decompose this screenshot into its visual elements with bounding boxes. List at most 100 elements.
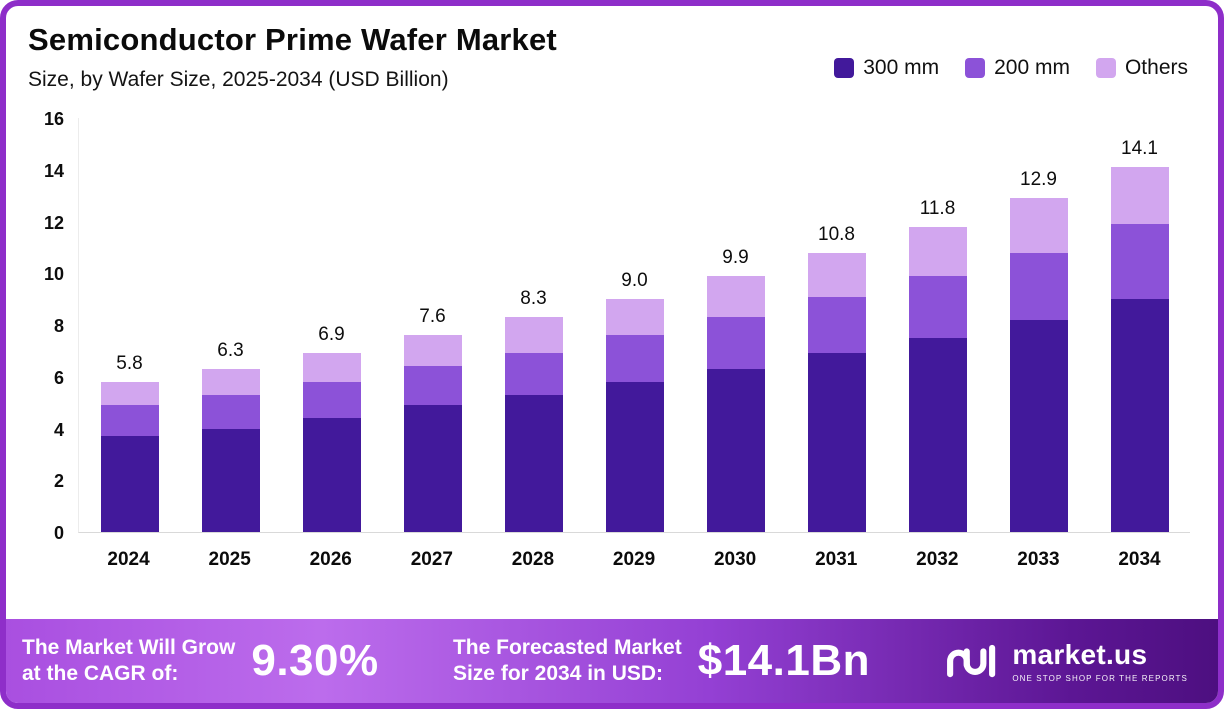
x-axis-label: 2024 xyxy=(107,549,150,570)
bar-segment-300-mm[interactable] xyxy=(605,381,664,532)
page-title: Semiconductor Prime Wafer Market xyxy=(28,22,557,57)
title-block: Semiconductor Prime Wafer Market Size, b… xyxy=(28,22,557,92)
bar-stack[interactable] xyxy=(1110,167,1169,532)
y-axis-tick: 0 xyxy=(53,523,64,543)
bar-segment-others[interactable] xyxy=(201,369,260,395)
legend-item-300mm[interactable]: 300 mm xyxy=(834,56,939,80)
bar-segment-300-mm[interactable] xyxy=(908,337,967,532)
bar-group: 7.6 xyxy=(382,306,483,532)
bar-segment-200-mm[interactable] xyxy=(201,394,260,429)
bar-segment-300-mm[interactable] xyxy=(403,405,462,532)
bar-group: 11.8 xyxy=(887,198,988,532)
bar-segment-others[interactable] xyxy=(706,275,765,318)
bar-segment-others[interactable] xyxy=(403,335,462,367)
bar-stack[interactable] xyxy=(807,252,866,532)
bar-total-label: 5.8 xyxy=(116,352,143,374)
bar-stack[interactable] xyxy=(908,226,967,532)
x-axis-label: 2031 xyxy=(815,549,858,570)
legend-label-others: Others xyxy=(1124,56,1188,79)
bar-group: 9.0 xyxy=(584,270,685,532)
bar-segment-200-mm[interactable] xyxy=(100,405,159,437)
legend-item-others[interactable]: Others xyxy=(1095,56,1188,80)
x-axis-label: 2027 xyxy=(410,549,453,570)
x-axis-label: 2032 xyxy=(916,549,959,570)
plot-area: 5.8 6.3 6.9 7.6 8.3 9.0 9.9 10.8 11.8 12.9 14.1 xyxy=(78,118,1190,533)
bar-total-label: 12.9 xyxy=(1020,169,1057,191)
bar-segment-200-mm[interactable] xyxy=(1110,224,1169,300)
y-axis-tick: 4 xyxy=(53,419,64,440)
bar-segment-others[interactable] xyxy=(605,299,664,336)
bar-group: 6.3 xyxy=(180,340,281,532)
bar-segment-300-mm[interactable] xyxy=(807,353,866,532)
bar-segment-200-mm[interactable] xyxy=(807,296,866,354)
brand-text: market.us ONE STOP SHOP FOR THE REPORTS xyxy=(1012,639,1188,683)
bar-group: 12.9 xyxy=(988,169,1089,532)
legend-label-300mm: 300 mm xyxy=(863,56,940,79)
bar-segment-others[interactable] xyxy=(1110,167,1169,225)
legend: 300 mm 200 mm Others xyxy=(834,44,1188,92)
bar-segment-others[interactable] xyxy=(807,252,866,297)
bar-total-label: 10.8 xyxy=(818,223,855,245)
bar-segment-others[interactable] xyxy=(302,353,361,382)
bar-segment-300-mm[interactable] xyxy=(1110,299,1169,532)
bar-segment-200-mm[interactable] xyxy=(403,366,462,406)
legend-swatch-others xyxy=(1095,58,1116,78)
bar-segment-300-mm[interactable] xyxy=(100,436,159,532)
y-axis-tick: 8 xyxy=(53,316,64,336)
x-axis: 2024 2025 2026 2027 2028 2029 2030 2031 2032 2033… xyxy=(78,549,1190,571)
bar-stack[interactable] xyxy=(201,369,260,532)
bar-stack[interactable] xyxy=(605,299,664,532)
bar-segment-300-mm[interactable] xyxy=(201,428,260,532)
forecast-value: $14.1Bn xyxy=(697,636,870,685)
bar-stack[interactable] xyxy=(403,335,462,532)
bar-segment-others[interactable] xyxy=(908,226,967,276)
x-axis-label: 2033 xyxy=(1017,549,1060,570)
bar-segment-300-mm[interactable] xyxy=(706,369,765,532)
bar-segment-200-mm[interactable] xyxy=(706,317,765,369)
cagr-label: The Market Will Grow at the CAGR of: xyxy=(22,635,236,685)
bar-segment-others[interactable] xyxy=(504,317,563,354)
legend-swatch-300mm xyxy=(834,58,855,78)
y-axis-tick: 10 xyxy=(43,264,64,285)
forecast-label: The Forecasted Market Size for 2034 in U… xyxy=(452,635,682,685)
bar-group: 9.9 xyxy=(685,247,786,532)
bar-segment-200-mm[interactable] xyxy=(504,353,563,395)
bar-segment-200-mm[interactable] xyxy=(1009,252,1068,320)
bar-segment-300-mm[interactable] xyxy=(302,418,361,532)
bar-segment-300-mm[interactable] xyxy=(1009,319,1068,532)
bar-total-label: 14.1 xyxy=(1121,138,1158,160)
y-axis-tick: 6 xyxy=(53,367,64,388)
bar-segment-200-mm[interactable] xyxy=(302,381,361,419)
y-axis: 0 2 4 6 8 10 12 14 16 xyxy=(20,110,78,542)
bar-stack[interactable] xyxy=(706,275,765,532)
stacked-bar-chart: 0 2 4 6 8 10 12 14 16 5.8 6.3 6.9 7.6 8.3 9.0 9.9 10.8 1… xyxy=(6,110,1218,571)
brand-name: market.us xyxy=(1012,639,1148,670)
bar-total-label: 6.3 xyxy=(217,340,244,361)
legend-swatch-200mm xyxy=(965,58,986,78)
brand-tagline: ONE STOP SHOP FOR THE REPORTS xyxy=(1012,674,1188,683)
chart-header: Semiconductor Prime Wafer Market Size, b… xyxy=(6,6,1218,92)
footer-banner: The Market Will Grow at the CAGR of: 9.3… xyxy=(6,619,1218,703)
bar-stack[interactable] xyxy=(1009,198,1068,532)
bar-total-label: 9.9 xyxy=(722,246,749,268)
bar-segment-200-mm[interactable] xyxy=(908,275,967,338)
legend-item-200mm[interactable]: 200 mm xyxy=(965,56,1070,80)
x-axis-label: 2026 xyxy=(309,549,352,570)
bar-segment-others[interactable] xyxy=(100,381,159,406)
bar-segment-300-mm[interactable] xyxy=(504,394,563,532)
bar-stack[interactable] xyxy=(302,353,361,532)
x-axis-label: 2030 xyxy=(713,549,757,570)
bar-segment-200-mm[interactable] xyxy=(605,335,664,382)
y-axis-tick: 12 xyxy=(43,212,64,233)
chart-subtitle: Size, by Wafer Size, 2025-2034 (USD Bill… xyxy=(28,68,449,91)
cagr-stat: The Market Will Grow at the CAGR of: 9.3… xyxy=(22,635,379,688)
x-axis-label: 2029 xyxy=(612,549,656,570)
bar-segment-others[interactable] xyxy=(1009,198,1068,253)
brand[interactable]: market.us ONE STOP SHOP FOR THE REPORTS xyxy=(944,639,1188,683)
bar-group: 8.3 xyxy=(483,288,584,532)
bar-group: 5.8 xyxy=(79,353,180,532)
bar-stack[interactable] xyxy=(504,317,563,532)
bar-stack[interactable] xyxy=(100,381,159,532)
market-us-logo-icon xyxy=(947,644,996,678)
